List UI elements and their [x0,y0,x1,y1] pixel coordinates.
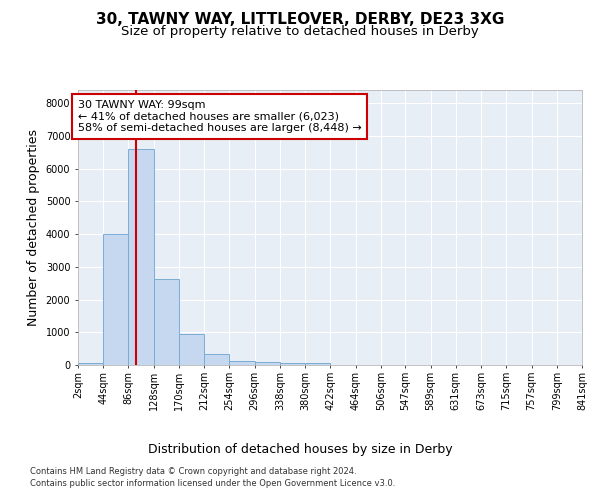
Bar [128,149,154,365]
Text: 30, TAWNY WAY, LITTLEOVER, DERBY, DE23 3XG: 30, TAWNY WAY, LITTLEOVER, DERBY, DE23 3… [96,12,504,28]
Bar [280,362,305,365]
Text: Contains HM Land Registry data © Crown copyright and database right 2024.: Contains HM Land Registry data © Crown c… [30,468,356,476]
Bar [254,362,280,365]
Text: 30 TAWNY WAY: 99sqm
← 41% of detached houses are smaller (6,023)
58% of semi-det: 30 TAWNY WAY: 99sqm ← 41% of detached ho… [78,100,362,133]
Bar [179,334,204,365]
Bar [103,234,128,365]
Text: Contains public sector information licensed under the Open Government Licence v3: Contains public sector information licen… [30,479,395,488]
Bar [204,354,229,365]
Y-axis label: Number of detached properties: Number of detached properties [27,129,40,326]
Bar [305,364,331,365]
Bar [229,360,254,365]
Bar [154,279,179,365]
Text: Size of property relative to detached houses in Derby: Size of property relative to detached ho… [121,25,479,38]
Bar [78,362,103,365]
Text: Distribution of detached houses by size in Derby: Distribution of detached houses by size … [148,442,452,456]
